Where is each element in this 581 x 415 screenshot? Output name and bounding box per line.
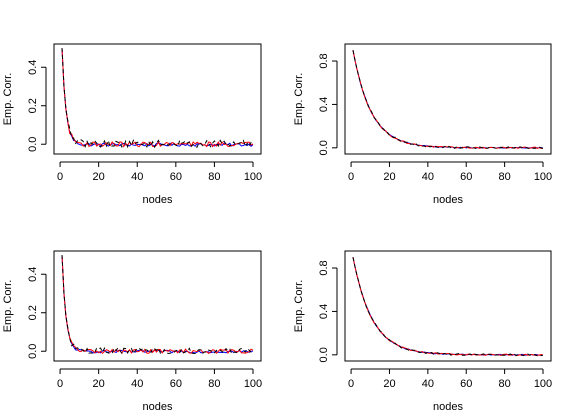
y-tick-label: 0.2 <box>27 98 39 113</box>
x-axis-label: nodes <box>143 401 173 413</box>
y-tick-label: 0.8 <box>318 260 330 275</box>
plot-frame <box>344 43 552 155</box>
x-tick-label: 0 <box>348 378 354 390</box>
series-line-3 <box>352 257 544 357</box>
y-axis-label: Emp. Corr. <box>293 73 305 126</box>
x-tick-label: 100 <box>534 378 552 390</box>
y-tick-label: 0.4 <box>27 267 39 282</box>
panel-4: 0 20 40 60 80 100 0.0 0.4 0.8 nodes Emp. Corr. <box>293 250 552 413</box>
y-tick-label: 0.4 <box>27 60 39 75</box>
series-line-2 <box>352 50 544 150</box>
x-tick-label: 40 <box>422 378 434 390</box>
series-line-2 <box>61 47 254 148</box>
series-line-1 <box>352 50 544 149</box>
series-line-1 <box>61 254 254 354</box>
y-axis-label: Emp. Corr. <box>2 73 14 126</box>
x-tick-label: 20 <box>93 378 105 390</box>
series-line-1 <box>352 257 544 356</box>
x-tick-label: 20 <box>93 171 105 183</box>
series-line-3 <box>61 254 254 355</box>
x-tick-label: 40 <box>422 171 434 183</box>
y-tick-label: 0.0 <box>27 137 39 152</box>
y-tick-label: 0.2 <box>27 305 39 320</box>
plot-frame <box>53 43 262 155</box>
series-line-2 <box>352 257 544 357</box>
x-tick-label: 0 <box>57 378 63 390</box>
x-tick-label: 20 <box>383 378 395 390</box>
series-line-1 <box>61 47 254 147</box>
x-axis-label: nodes <box>433 401 463 413</box>
y-tick-label: 0.8 <box>318 53 330 68</box>
x-tick-label: 40 <box>131 171 143 183</box>
y-tick-label: 0.4 <box>318 97 330 112</box>
panel-3: 0 20 40 60 80 100 0.0 0.2 0.4 nodes Emp. Corr. <box>2 250 262 413</box>
series-line-3 <box>61 47 254 149</box>
plot-frame <box>344 250 552 362</box>
y-axis-label: Emp. Corr. <box>293 280 305 333</box>
panel-1: 0 20 40 60 80 100 0.0 0.2 0.4 nodes Emp. Corr. <box>2 43 262 206</box>
x-tick-label: 100 <box>244 378 262 390</box>
x-tick-label: 60 <box>170 378 182 390</box>
x-axis-label: nodes <box>143 194 173 206</box>
x-tick-label: 40 <box>131 378 143 390</box>
x-tick-label: 60 <box>460 171 472 183</box>
y-axis-label: Emp. Corr. <box>2 280 14 333</box>
x-tick-label: 80 <box>208 378 220 390</box>
x-tick-label: 20 <box>383 171 395 183</box>
x-tick-label: 60 <box>460 378 472 390</box>
x-axis-label: nodes <box>433 194 463 206</box>
plot-frame <box>53 250 262 362</box>
x-tick-label: 80 <box>208 171 220 183</box>
y-tick-label: 0.0 <box>27 344 39 359</box>
x-tick-label: 0 <box>348 171 354 183</box>
x-tick-label: 80 <box>498 378 510 390</box>
x-tick-label: 100 <box>244 171 262 183</box>
panel-2: 0 20 40 60 80 100 0.0 0.4 0.8 nodes Emp. Corr. <box>293 43 552 206</box>
series-line-2 <box>61 254 254 355</box>
y-tick-label: 0.0 <box>318 347 330 362</box>
x-tick-label: 60 <box>170 171 182 183</box>
y-tick-label: 0.4 <box>318 304 330 319</box>
x-tick-label: 0 <box>57 171 63 183</box>
x-tick-label: 80 <box>498 171 510 183</box>
x-tick-label: 100 <box>534 171 552 183</box>
y-tick-label: 0.0 <box>318 140 330 155</box>
series-line-3 <box>352 50 544 150</box>
